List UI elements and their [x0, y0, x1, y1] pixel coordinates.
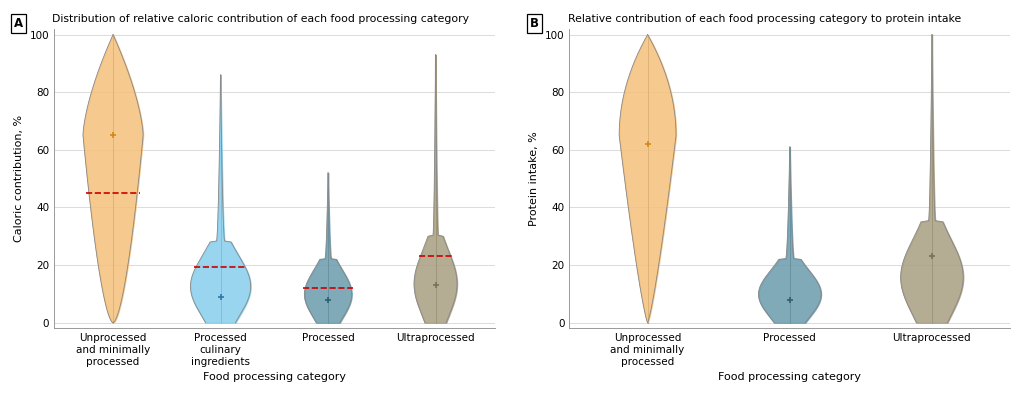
Text: A: A	[14, 17, 24, 30]
Text: B: B	[529, 17, 539, 30]
Y-axis label: Caloric contribution, %: Caloric contribution, %	[14, 115, 24, 242]
X-axis label: Food processing category: Food processing category	[203, 372, 346, 382]
Text: Distribution of relative caloric contribution of each food processing category: Distribution of relative caloric contrib…	[45, 14, 469, 24]
Y-axis label: Protein intake, %: Protein intake, %	[529, 131, 540, 226]
X-axis label: Food processing category: Food processing category	[718, 372, 861, 382]
Text: Relative contribution of each food processing category to protein intake: Relative contribution of each food proce…	[560, 14, 961, 24]
